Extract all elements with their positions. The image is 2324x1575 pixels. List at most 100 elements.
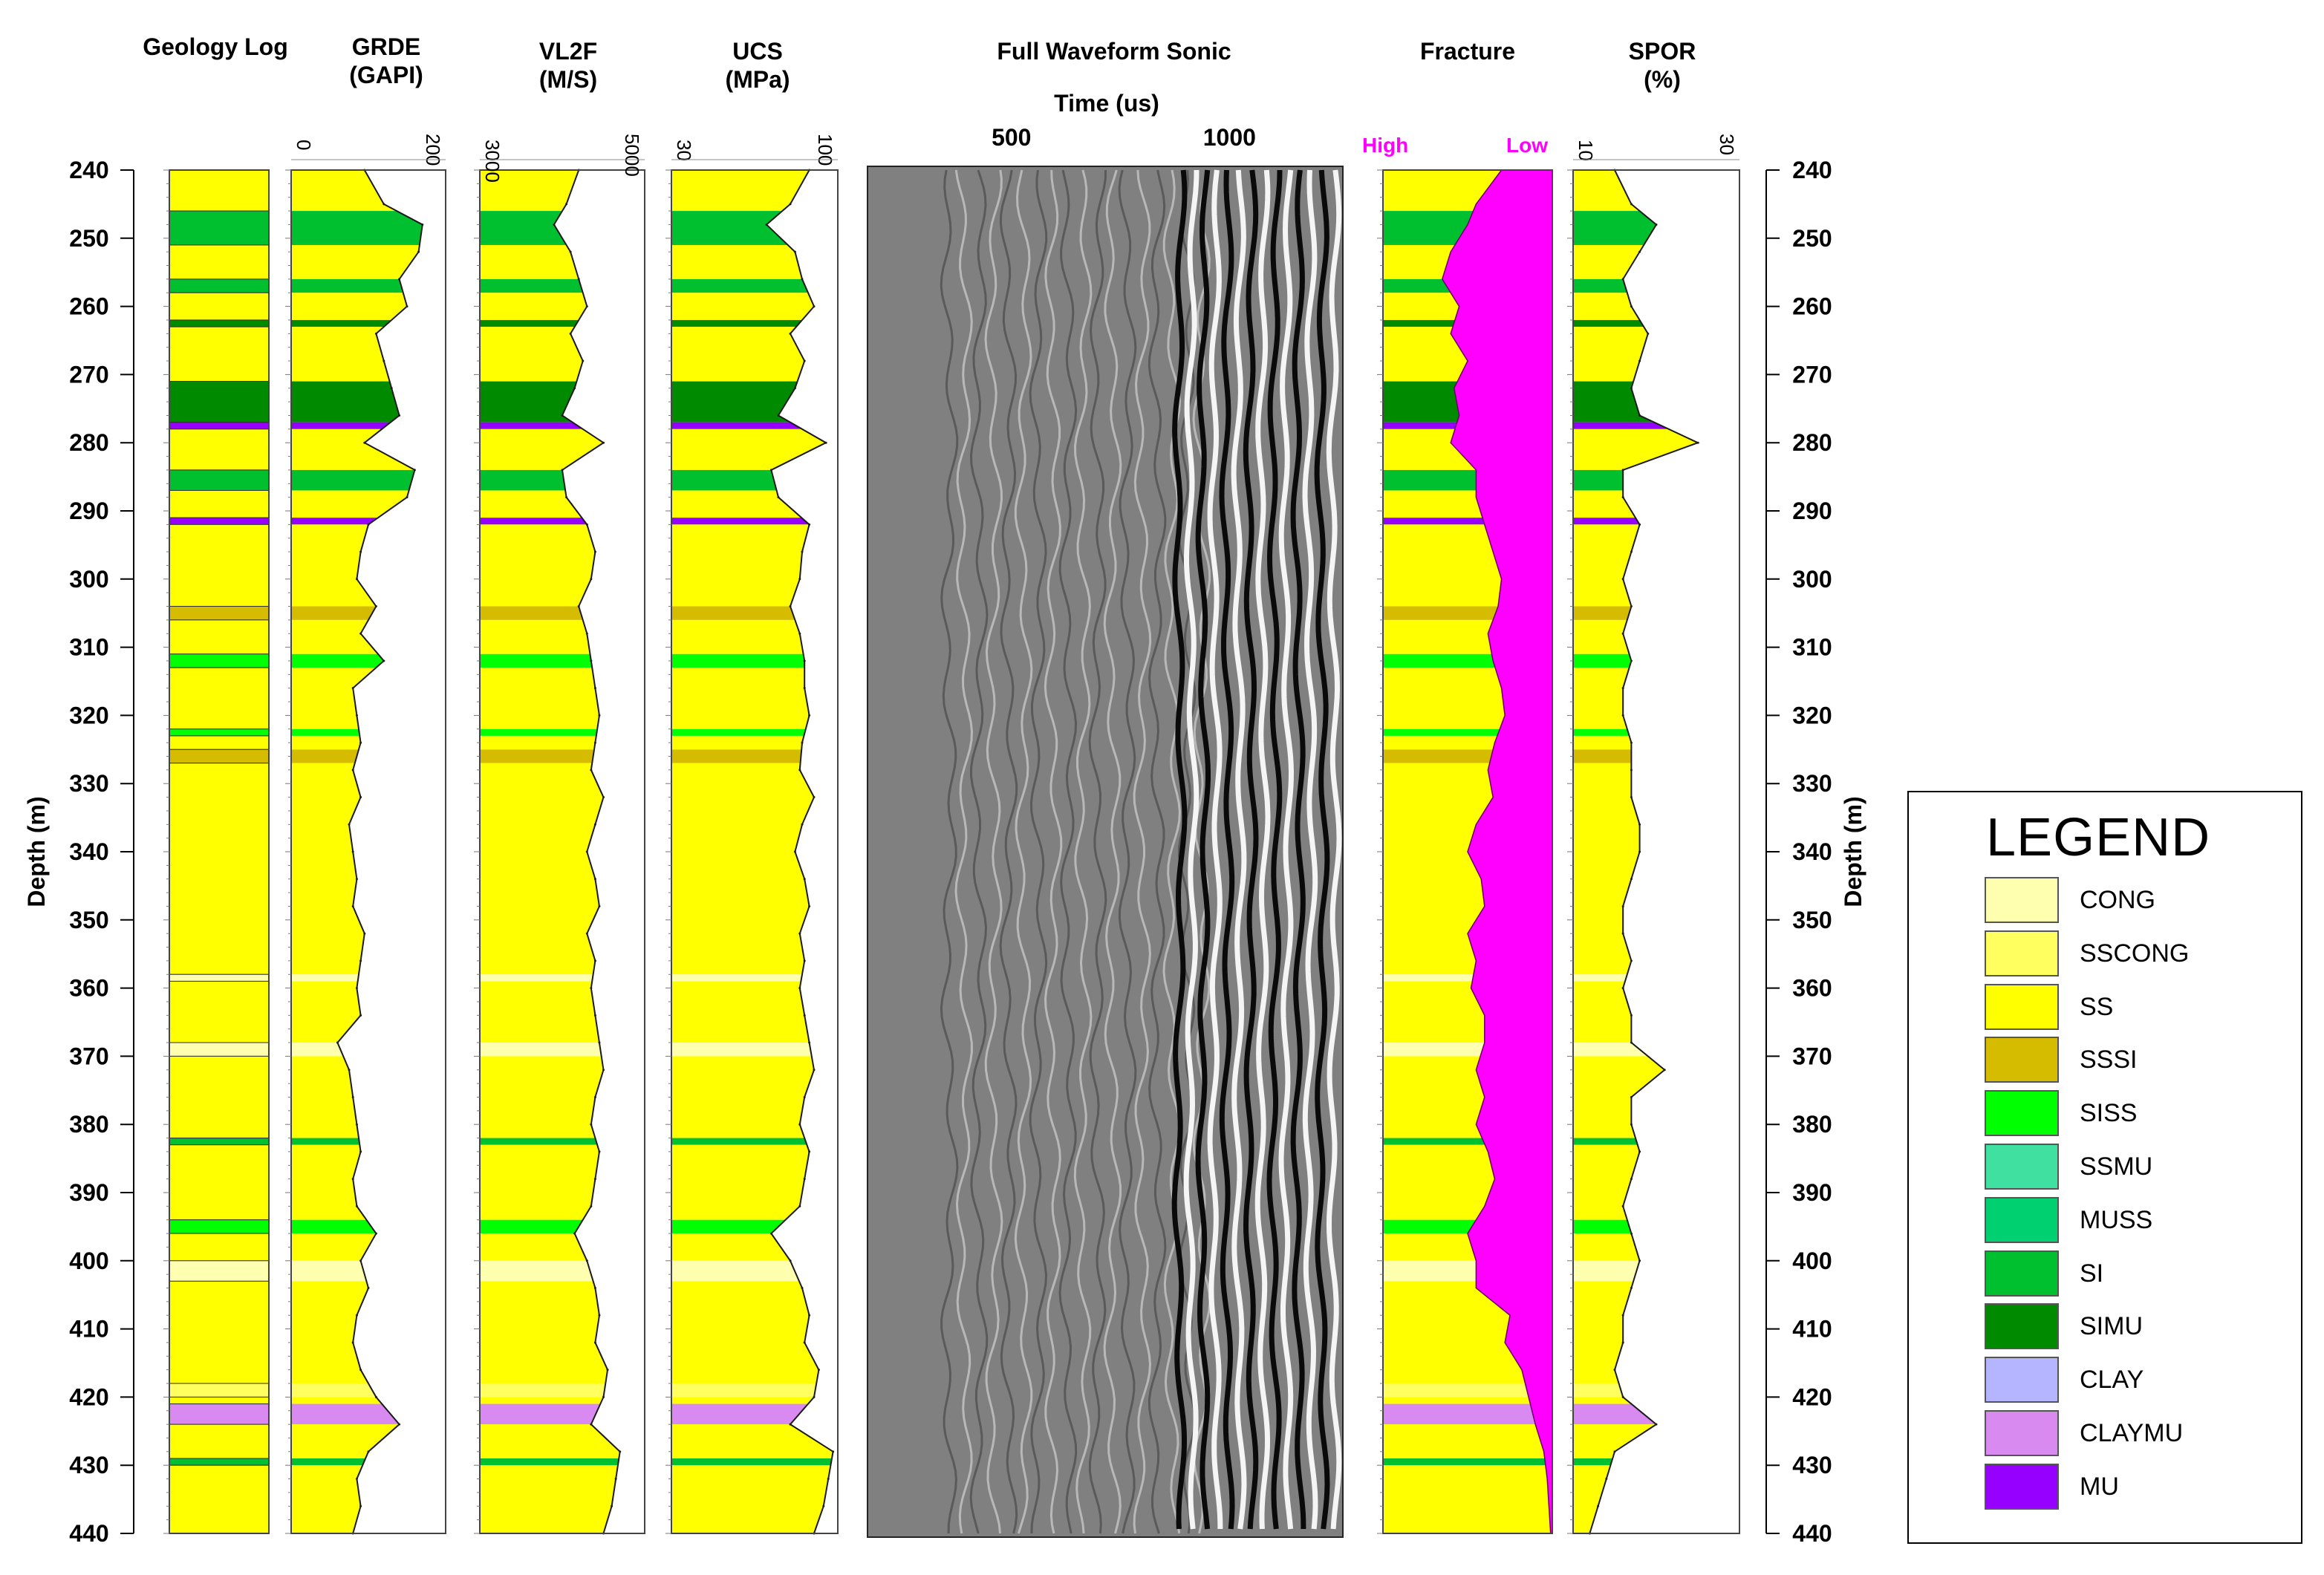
depth-axis-right-label-13: 370 [1792,1043,1832,1069]
fracture-group [1383,169,1553,1534]
legend-label-ssmu: SSMU [2080,1152,2153,1181]
grde-point-34 [351,1095,354,1098]
vl2f-band-5 [480,319,620,327]
grde-curve-group [291,169,424,1535]
vl2f-point-13 [585,523,588,526]
ucs-band-29 [671,1233,833,1261]
legend-label-cong: CONG [2080,886,2155,914]
grde-band-5 [291,319,423,327]
spor-band-14 [1573,606,1698,620]
ucs-band-13 [671,524,833,607]
legend-swatch-clay [1985,1357,2059,1403]
grde-band-7 [291,381,423,423]
spor-point-1 [1630,203,1633,206]
grde-band-24 [291,1043,423,1057]
depth-axis-left-label-20: 440 [69,1520,108,1547]
depth-axis-right-label-7: 310 [1792,634,1832,661]
spor-curve-group [1573,169,1700,1535]
spor-band-37 [1573,1465,1698,1533]
spor-band-19 [1573,735,1698,750]
ucs-band-34 [671,1403,833,1425]
legend-label-siss: SISS [2080,1099,2138,1128]
grde-band-25 [291,1056,423,1138]
ucs-point-33 [813,1069,816,1072]
ucs-band-36 [671,1458,833,1466]
vl2f-point-28 [585,932,588,935]
vl2f-point-45 [602,1395,605,1398]
grde-point-12 [406,496,409,499]
lithology-band-5 [169,319,270,327]
vl2f-point-39 [573,1232,576,1235]
legend-swatch-claymu [1985,1410,2059,1456]
ucs-point-45 [813,1395,816,1398]
header-grde-title: GRDE [351,33,421,60]
sonic-late-trace-8 [1266,169,1283,1530]
vl2f-band-30 [480,1260,620,1282]
grde-point-10 [363,441,366,444]
header-grde: GRDE (GAPI) [312,33,460,89]
legend: LEGEND CONG SSCONG SS SSSI SISS SSMU MUSS SI SIM… [1907,791,2302,1544]
vl2f-band-33 [480,1397,620,1404]
spor-point-8 [1630,387,1633,390]
sonic-early-trace-4 [999,169,1018,1534]
ucs-point-31 [803,1014,806,1017]
depth-axis-right-label-20: 440 [1792,1520,1832,1547]
grde-band-4 [291,293,423,320]
vl2f-band-6 [480,327,620,382]
vl2f-point-26 [593,878,596,881]
header-geology-title: Geology Log [143,33,288,60]
grde-band-36 [291,1458,423,1466]
depth-axis-right-label-15: 390 [1792,1179,1832,1206]
depth-axis-right-label-3: 270 [1792,361,1832,388]
spor-point-41 [1630,1287,1633,1290]
ucs-point-18 [803,659,806,662]
grde-band-26 [291,1138,423,1145]
spor-band-34 [1573,1403,1698,1425]
spor-band-18 [1573,728,1698,736]
vl2f-point-8 [573,387,576,390]
spor-band-5 [1573,319,1698,327]
grde-point-45 [374,1395,377,1398]
grde-point-1 [383,203,385,206]
depth-axis-left-title: Depth (m) [23,796,50,907]
vl2f-band-13 [480,524,620,607]
depth-axis-right-label-9: 330 [1792,770,1832,797]
ucs-point-17 [798,632,801,635]
vl2f-band-12 [480,518,620,525]
lithology-band-29 [169,1233,270,1262]
grde-point-43 [351,1341,354,1344]
ucs-curve-group [671,169,835,1535]
vl2f-point-48 [614,1478,617,1481]
sonic-late-trace-11 [1302,169,1318,1530]
spor-band-27 [1573,1144,1698,1220]
vl2f-scale-min: 3000 [481,140,504,183]
ucs-point-38 [798,1204,801,1207]
vl2f-point-1 [565,203,568,206]
grde-point-31 [359,1014,362,1017]
vl2f-point-46 [590,1423,593,1426]
ucs-band-22 [671,974,833,982]
depth-axis-left-label-11: 350 [69,907,108,933]
ucs-point-19 [803,687,806,690]
vl2f-point-29 [593,959,596,962]
grde-point-47 [367,1450,370,1453]
vl2f-point-9 [561,414,564,417]
ucs-point-13 [808,523,811,526]
sonic-waveforms [940,169,1342,1534]
spor-point-4 [1621,278,1624,281]
sonic-early-trace-0 [940,169,959,1534]
depth-axis-left-label-5: 290 [69,498,108,524]
spor-band-8 [1573,422,1698,429]
sonic-late-trace-7 [1254,169,1271,1530]
spor-point-48 [1605,1478,1608,1481]
vl2f-point-49 [611,1504,613,1507]
ucs-band-14 [671,606,833,620]
vl2f-band-26 [480,1138,620,1145]
vl2f-point-4 [577,278,580,281]
spor-band-2 [1573,244,1698,279]
ucs-point-44 [817,1369,820,1372]
lithology-band-1 [169,210,270,246]
header-ucs: UCS (MPa) [683,37,832,94]
ucs-band-20 [671,749,833,763]
depth-axis-left-label-9: 330 [69,770,108,797]
